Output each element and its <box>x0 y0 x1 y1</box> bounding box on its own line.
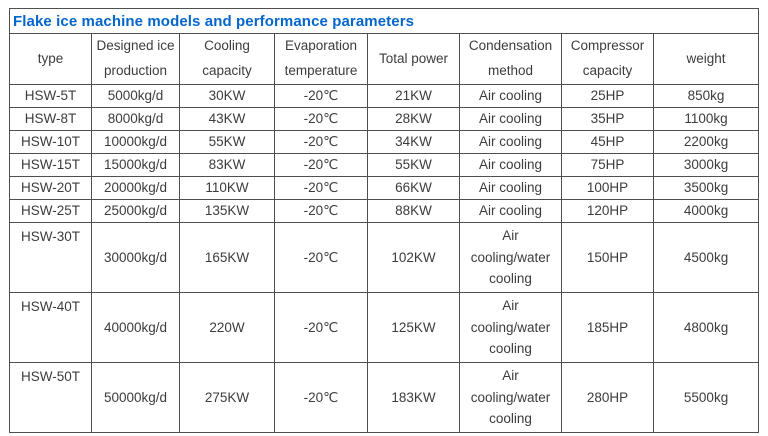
table-title: Flake ice machine models and performance… <box>8 8 760 34</box>
column-header-condensation-method: Condensation method <box>459 33 562 85</box>
column-header-type: type <box>9 33 92 85</box>
cell-condensation-method: Air cooling <box>459 176 562 200</box>
cell-weight: 3000kg <box>652 153 760 177</box>
table-row: HSW-50T 50000kg/d 275KW -20℃ 183KW Air coolin… <box>9 362 760 433</box>
cell-evaporation-temperature: -20℃ <box>274 84 368 108</box>
cell-compressor-capacity: 150HP <box>561 222 654 293</box>
cell-total-power: 34KW <box>367 130 460 154</box>
cell-compressor-capacity: 120HP <box>561 199 654 223</box>
cell-condensation-method: Air cooling <box>459 130 562 154</box>
cell-designed-ice-production: 8000kg/d <box>91 107 180 131</box>
table-row: HSW-30T 30000kg/d 165KW -20℃ 102KW Air coolin… <box>9 222 760 293</box>
cell-compressor-capacity: 280HP <box>561 362 654 433</box>
cell-designed-ice-production: 40000kg/d <box>91 292 180 363</box>
cell-type: HSW-8T <box>9 107 92 131</box>
cell-type: HSW-10T <box>9 130 92 154</box>
cell-weight: 3500kg <box>652 176 760 200</box>
flake-ice-spec-table: Flake ice machine models and performance… <box>8 8 760 433</box>
cell-cooling-capacity: 110KW <box>179 176 275 200</box>
cell-designed-ice-production: 5000kg/d <box>91 84 180 108</box>
cell-type: HSW-30T <box>9 222 92 293</box>
cell-evaporation-temperature: -20℃ <box>274 130 368 154</box>
cell-evaporation-temperature: -20℃ <box>274 362 368 433</box>
cell-cooling-capacity: 30KW <box>179 84 275 108</box>
cell-evaporation-temperature: -20℃ <box>274 107 368 131</box>
cell-cooling-capacity: 135KW <box>179 199 275 223</box>
cell-total-power: 183KW <box>367 362 460 433</box>
cell-designed-ice-production: 25000kg/d <box>91 199 180 223</box>
cell-condensation-method: Air cooling/water cooling <box>459 362 562 433</box>
column-header-cooling-capacity: Cooling capacity <box>179 33 275 85</box>
cell-cooling-capacity: 43KW <box>179 107 275 131</box>
cell-weight: 1100kg <box>652 107 760 131</box>
table-row: HSW-8T 8000kg/d 43KW -20℃ 28KW Air cooling 35H… <box>9 107 760 131</box>
cell-weight: 850kg <box>652 84 760 108</box>
cell-type: HSW-20T <box>9 176 92 200</box>
cell-type: HSW-15T <box>9 153 92 177</box>
cell-evaporation-temperature: -20℃ <box>274 222 368 293</box>
cell-compressor-capacity: 25HP <box>561 84 654 108</box>
cell-condensation-method: Air cooling/water cooling <box>459 292 562 363</box>
header-row: type Designed ice production Cooling capac… <box>9 33 760 85</box>
table-body: HSW-5T 5000kg/d 30KW -20℃ 21KW Air cooling 25H… <box>9 84 760 433</box>
cell-cooling-capacity: 55KW <box>179 130 275 154</box>
cell-weight: 2200kg <box>652 130 760 154</box>
column-header-total-power: Total power <box>367 33 460 85</box>
column-header-designed-ice-production: Designed ice production <box>91 33 180 85</box>
cell-condensation-method: Air cooling <box>459 199 562 223</box>
cell-designed-ice-production: 15000kg/d <box>91 153 180 177</box>
cell-compressor-capacity: 100HP <box>561 176 654 200</box>
cell-condensation-method: Air cooling <box>459 107 562 131</box>
cell-cooling-capacity: 165KW <box>179 222 275 293</box>
cell-designed-ice-production: 30000kg/d <box>91 222 180 293</box>
column-header-compressor-capacity: Compressor capacity <box>561 33 654 85</box>
cell-compressor-capacity: 45HP <box>561 130 654 154</box>
table-row: HSW-15T 15000kg/d 83KW -20℃ 55KW Air cooling 7… <box>9 153 760 177</box>
cell-type: HSW-25T <box>9 199 92 223</box>
cell-weight: 5500kg <box>652 362 760 433</box>
cell-cooling-capacity: 220W <box>179 292 275 363</box>
cell-evaporation-temperature: -20℃ <box>274 153 368 177</box>
cell-evaporation-temperature: -20℃ <box>274 176 368 200</box>
cell-weight: 4000kg <box>652 199 760 223</box>
cell-total-power: 125KW <box>367 292 460 363</box>
table-row: HSW-5T 5000kg/d 30KW -20℃ 21KW Air cooling 25H… <box>9 84 760 108</box>
title-row: Flake ice machine models and performance… <box>8 8 760 34</box>
table-row: HSW-25T 25000kg/d 135KW -20℃ 88KW Air cooling… <box>9 199 760 223</box>
cell-total-power: 28KW <box>367 107 460 131</box>
table-row: HSW-40T 40000kg/d 220W -20℃ 125KW Air cooling… <box>9 292 760 363</box>
cell-cooling-capacity: 83KW <box>179 153 275 177</box>
cell-compressor-capacity: 185HP <box>561 292 654 363</box>
cell-condensation-method: Air cooling <box>459 153 562 177</box>
cell-total-power: 21KW <box>367 84 460 108</box>
cell-condensation-method: Air cooling/water cooling <box>459 222 562 293</box>
table-row: HSW-20T 20000kg/d 110KW -20℃ 66KW Air cooling… <box>9 176 760 200</box>
column-header-evaporation-temperature: Evaporation temperature <box>274 33 368 85</box>
cell-designed-ice-production: 50000kg/d <box>91 362 180 433</box>
cell-designed-ice-production: 20000kg/d <box>91 176 180 200</box>
cell-cooling-capacity: 275KW <box>179 362 275 433</box>
cell-total-power: 55KW <box>367 153 460 177</box>
cell-type: HSW-40T <box>9 292 92 363</box>
column-header-weight: weight <box>652 33 760 85</box>
table-row: HSW-10T 10000kg/d 55KW -20℃ 34KW Air cooling 4… <box>9 130 760 154</box>
cell-type: HSW-50T <box>9 362 92 433</box>
cell-total-power: 88KW <box>367 199 460 223</box>
cell-total-power: 66KW <box>367 176 460 200</box>
cell-designed-ice-production: 10000kg/d <box>91 130 180 154</box>
cell-compressor-capacity: 75HP <box>561 153 654 177</box>
cell-type: HSW-5T <box>9 84 92 108</box>
cell-condensation-method: Air cooling <box>459 84 562 108</box>
cell-weight: 4800kg <box>652 292 760 363</box>
cell-total-power: 102KW <box>367 222 460 293</box>
cell-weight: 4500kg <box>652 222 760 293</box>
cell-evaporation-temperature: -20℃ <box>274 292 368 363</box>
cell-compressor-capacity: 35HP <box>561 107 654 131</box>
cell-evaporation-temperature: -20℃ <box>274 199 368 223</box>
